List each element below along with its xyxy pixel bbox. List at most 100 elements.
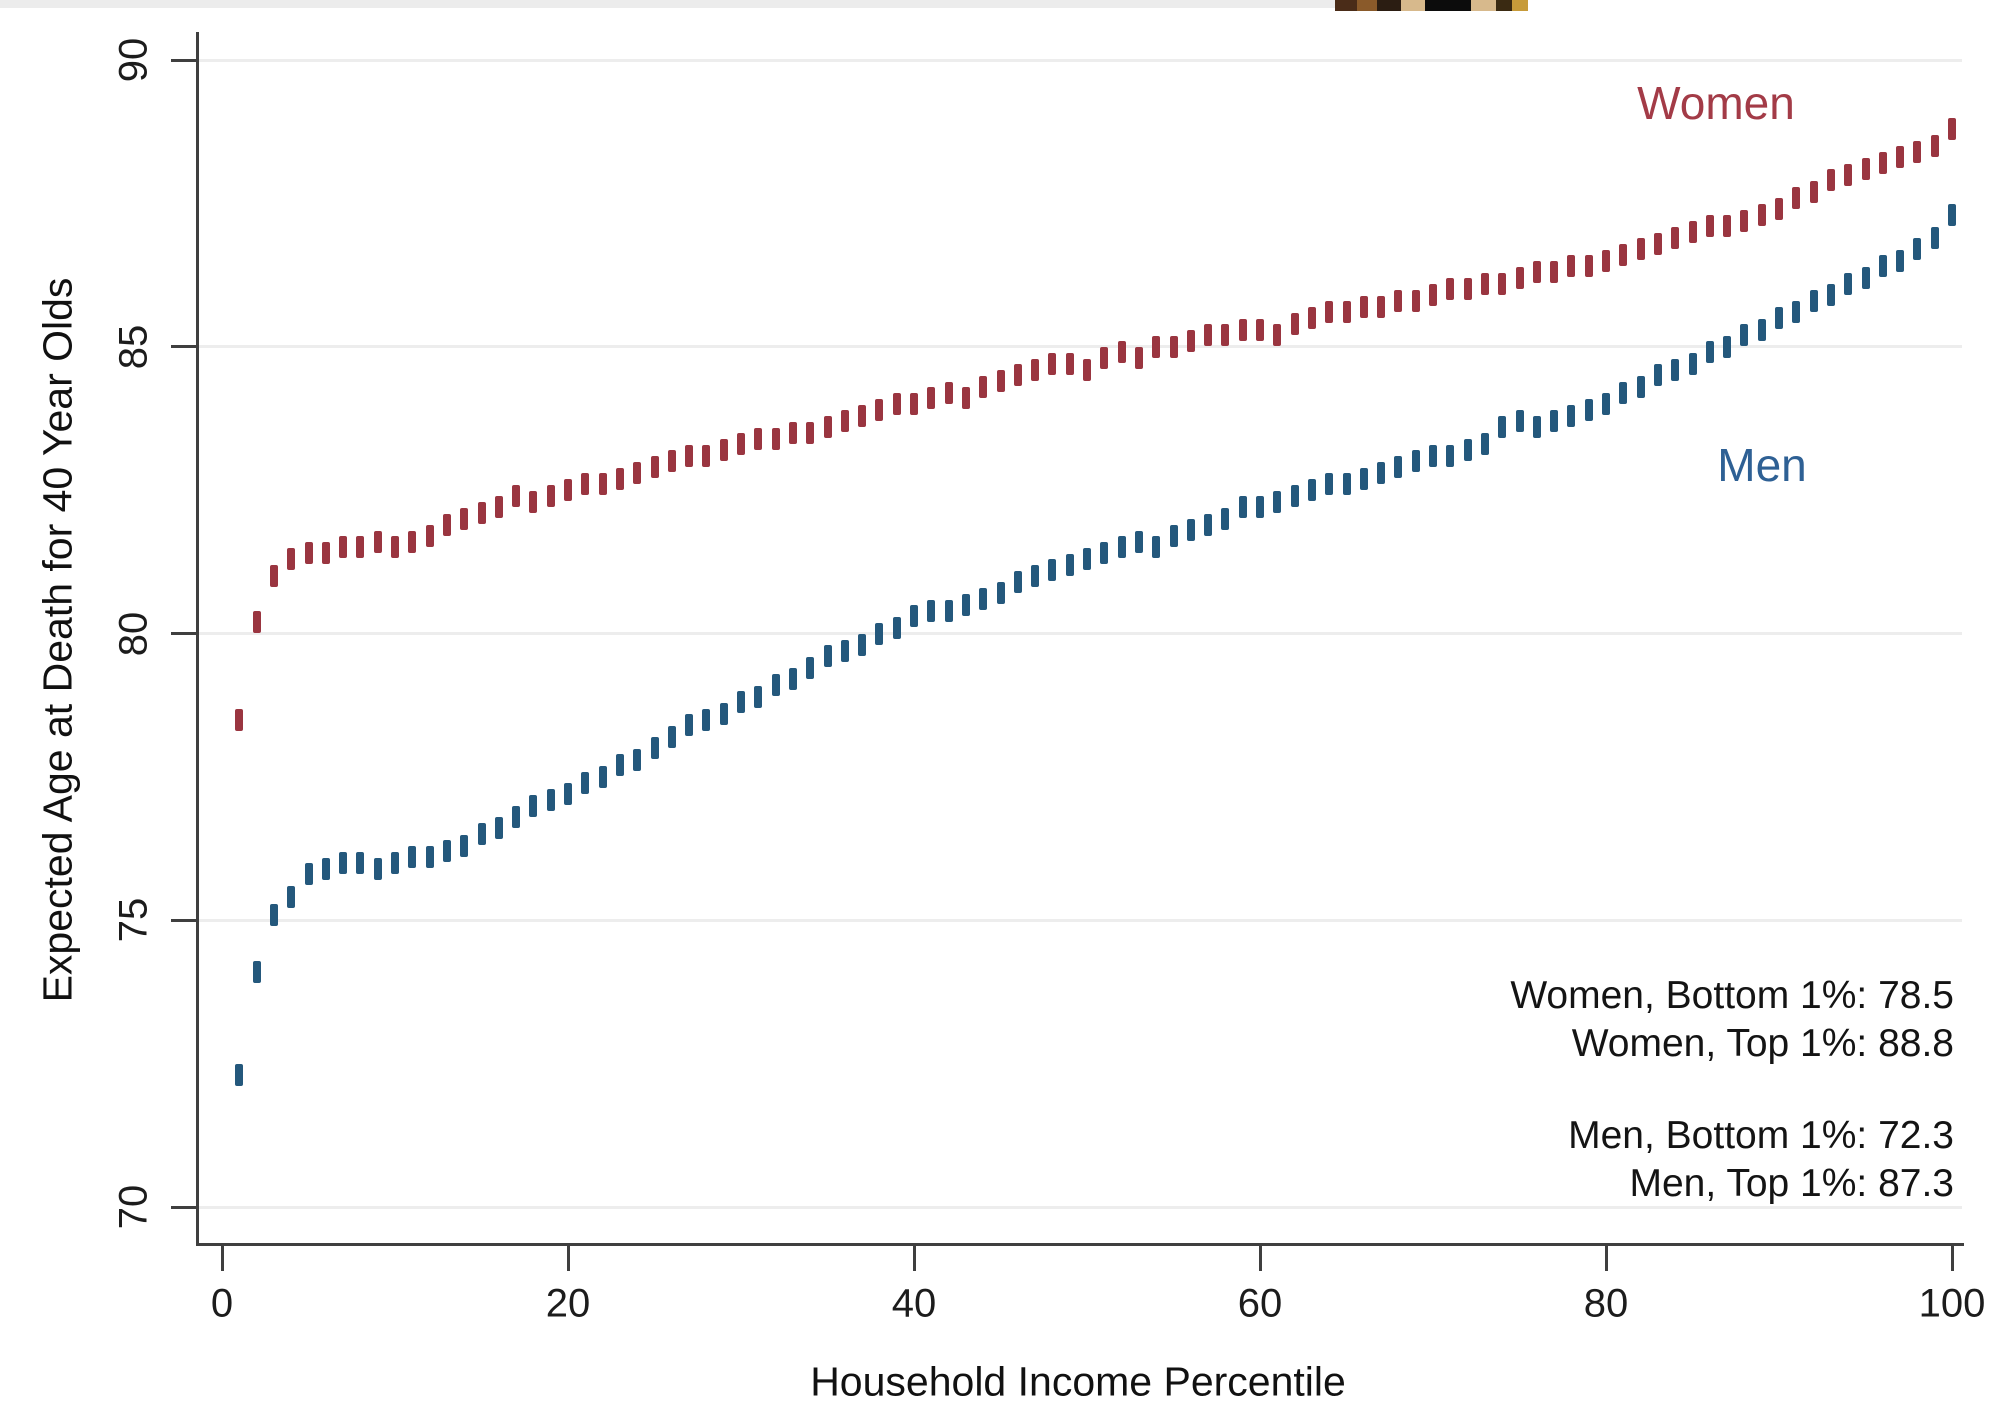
data-point-men (512, 806, 521, 829)
x-axis-line (196, 1243, 1964, 1246)
data-point-men (598, 765, 607, 788)
x-tick-label-20: 20 (545, 1281, 591, 1326)
data-point-women (1653, 232, 1662, 255)
data-point-women (598, 473, 607, 496)
data-point-men (892, 616, 901, 639)
data-point-men (1359, 467, 1368, 490)
data-point-women (1723, 215, 1732, 238)
data-point-men (875, 622, 884, 645)
x-tick-100 (1950, 1246, 1954, 1271)
data-point-women (1031, 358, 1040, 381)
data-point-men (391, 851, 399, 874)
data-point-men (823, 645, 832, 668)
data-point-women (564, 479, 572, 502)
data-point-men (1723, 335, 1732, 358)
data-point-women (339, 536, 348, 559)
data-point-women (546, 484, 555, 507)
data-point-women (1688, 221, 1697, 244)
data-point-women (1134, 347, 1143, 370)
data-point-men (477, 823, 486, 846)
data-point-men (442, 840, 451, 863)
data-point-men (1290, 484, 1299, 507)
data-point-men (1844, 272, 1853, 295)
data-point-women (1948, 117, 1956, 140)
data-point-women (1411, 289, 1420, 312)
data-point-women (1238, 318, 1247, 341)
data-point-men (1688, 352, 1697, 375)
y-tick-90 (171, 58, 198, 62)
y-tick-label-90: 90 (111, 37, 156, 83)
data-point-women (1377, 295, 1386, 318)
data-point-women (269, 565, 278, 588)
data-point-women (1480, 272, 1489, 295)
data-point-men (252, 960, 261, 983)
annotation-women-top: Women, Top 1%: 88.8 (1571, 1022, 1954, 1065)
data-point-men (1775, 307, 1783, 330)
data-point-men (1792, 301, 1801, 324)
x-tick-0 (220, 1246, 224, 1271)
data-point-women (425, 525, 434, 547)
data-point-women (1394, 289, 1403, 312)
data-point-women (875, 398, 884, 421)
data-point-women (702, 444, 711, 467)
gridline-y-80 (199, 632, 1962, 635)
data-point-women (1913, 140, 1922, 163)
data-point-men (1878, 255, 1887, 278)
x-tick-60 (1258, 1246, 1262, 1271)
data-point-women (858, 404, 867, 427)
data-point-women (806, 421, 815, 444)
data-point-women (1861, 157, 1870, 180)
data-point-women (391, 536, 399, 559)
data-point-men (1532, 416, 1541, 439)
data-point-women (979, 375, 988, 398)
data-point-women (1463, 278, 1472, 301)
data-point-men (1653, 364, 1662, 387)
data-point-women (442, 513, 451, 536)
data-point-women (667, 450, 676, 473)
data-point-women (910, 393, 918, 416)
artifact-segment (1377, 0, 1401, 11)
data-point-men (1567, 404, 1576, 427)
data-point-men (1117, 536, 1126, 559)
y-tick-label-85: 85 (111, 324, 156, 370)
data-point-women (650, 456, 659, 479)
data-point-women (1100, 347, 1109, 370)
data-point-women (1083, 358, 1091, 381)
x-tick-label-40: 40 (891, 1281, 937, 1326)
data-point-women (1844, 163, 1853, 186)
data-point-men (1446, 444, 1455, 467)
x-tick-label-60: 60 (1237, 1281, 1283, 1326)
data-point-women (1065, 352, 1074, 375)
data-point-men (1186, 519, 1195, 542)
men-series-label: Men (1717, 439, 1807, 491)
annotation-spacer (1510, 1068, 1954, 1112)
data-point-men (615, 754, 624, 777)
data-point-women (1117, 341, 1126, 364)
data-point-men (1065, 553, 1074, 576)
data-point-men (1048, 559, 1057, 582)
data-point-women (996, 370, 1005, 393)
data-point-women (287, 547, 296, 570)
y-tick-label-70: 70 (111, 1184, 156, 1230)
data-point-women (927, 387, 936, 410)
data-point-men (1325, 473, 1334, 496)
data-point-women (1757, 203, 1766, 226)
data-point-women (477, 502, 486, 525)
data-point-women (633, 461, 642, 484)
data-point-women (408, 530, 417, 553)
data-point-women (1221, 324, 1230, 347)
data-point-men (1705, 341, 1714, 364)
data-point-men (1238, 496, 1247, 519)
data-point-women (737, 433, 745, 456)
data-point-men (1930, 226, 1939, 249)
data-point-women (1584, 255, 1593, 278)
data-point-women (1515, 266, 1524, 289)
y-axis-line (196, 32, 199, 1245)
data-point-men (737, 691, 745, 714)
data-point-women (1896, 146, 1905, 169)
data-point-men (1671, 358, 1680, 381)
artifact-segment (1357, 0, 1377, 11)
data-point-women (1186, 330, 1195, 352)
data-point-men (719, 702, 728, 725)
